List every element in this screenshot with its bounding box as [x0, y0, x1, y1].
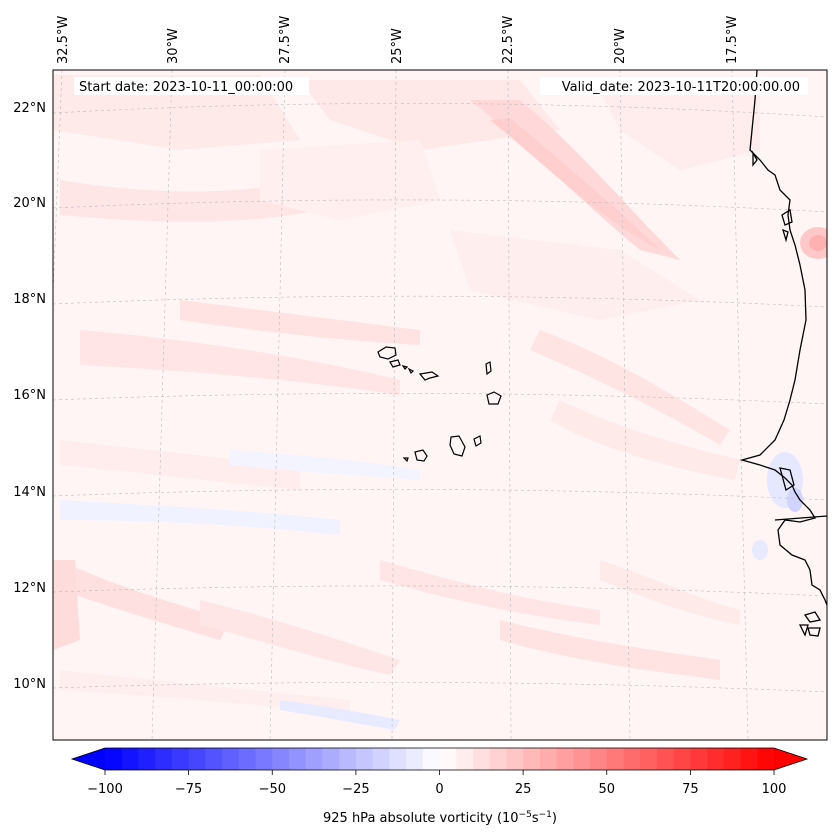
lon-label-27-5w: 27.5°W: [278, 16, 293, 64]
colorbar-cell: [255, 748, 273, 770]
vorticity-field: [53, 75, 827, 730]
colorbar-tick-label: 75: [682, 782, 699, 797]
colorbar-cell: [506, 748, 524, 770]
colorbar-cell: [606, 748, 625, 770]
lat-label-22n: 22°N: [13, 101, 46, 116]
colorbar-cell: [222, 748, 240, 770]
colorbar-cell: [372, 748, 390, 770]
valid-date-box: [540, 77, 808, 95]
lat-label-14n: 14°N: [13, 485, 46, 500]
colorbar-ticks: [104, 770, 775, 775]
start-date-text: Start date: 2023-10-11_00:00:00: [79, 80, 293, 95]
valid-date-text: Valid_date: 2023-10-11T20:00:00.00: [562, 80, 800, 95]
colorbar-cell: [171, 748, 190, 770]
lon-label-25w: 25°W: [390, 28, 405, 64]
colorbar-cell: [322, 748, 340, 770]
colorbar-cell: [456, 748, 474, 770]
colorbar-cell: [121, 748, 140, 770]
longitude-labels: 32.5°W 30°W 27.5°W 25°W 22.5°W 20°W 17.5…: [56, 16, 740, 64]
graticule: [53, 70, 827, 740]
african-coastline: [739, 69, 828, 637]
colorbar-cell: [406, 748, 424, 770]
colorbar-cell: [105, 748, 123, 770]
colorbar-cell: [389, 748, 407, 770]
colorbar-cell: [656, 748, 675, 770]
cape-verde-islands: [377, 346, 502, 463]
map-panel[interactable]: Start date: 2023-10-11_00:00:00 Valid_da…: [35, 69, 836, 741]
colorbar-tick-label: 50: [599, 782, 616, 797]
colorbar-tick-label: 0: [435, 782, 443, 797]
map-background: [53, 70, 827, 740]
colorbar-cell: [523, 748, 541, 770]
colorbar-cell: [623, 748, 641, 770]
colorbar-tick-label: −25: [342, 782, 369, 797]
colorbar-tick-label: −75: [175, 782, 202, 797]
colorbar-cell: [355, 748, 374, 770]
colorbar-high-extend: [774, 748, 807, 770]
colorbar-cell: [573, 748, 591, 770]
colorbar-cell: [723, 748, 742, 770]
lon-label-17-5w: 17.5°W: [725, 16, 740, 64]
colorbar-tick-label: −100: [87, 782, 123, 797]
colorbar-cell: [272, 748, 290, 770]
colorbar-cell: [673, 748, 691, 770]
colorbar-cell: [439, 748, 457, 770]
lat-label-20n: 20°N: [13, 196, 46, 211]
colorbar-cell: [288, 748, 307, 770]
colorbar-tick-labels: −100 −75 −50 −25 0 25 50 75 100: [87, 782, 786, 797]
colorbar-tick-label: 25: [515, 782, 532, 797]
colorbar-cells: [105, 748, 775, 770]
colorbar-cell: [556, 748, 574, 770]
colorbar-tick-label: 100: [762, 782, 787, 797]
lon-label-30w: 30°W: [166, 28, 181, 64]
lat-label-18n: 18°N: [13, 292, 46, 307]
colorbar-cell: [155, 748, 173, 770]
colorbar-low-extend: [72, 748, 105, 770]
colorbar-cell: [422, 748, 441, 770]
lon-label-20w: 20°W: [613, 28, 628, 64]
colorbar-cell: [205, 748, 223, 770]
colorbar-cell: [339, 748, 357, 770]
colorbar: −100 −75 −50 −25 0 25 50 75 100 925 hPa …: [70, 747, 809, 826]
colorbar-cell: [740, 748, 758, 770]
colorbar-cell: [539, 748, 558, 770]
colorbar-cell: [690, 748, 708, 770]
lon-label-32-5w: 32.5°W: [56, 16, 71, 64]
colorbar-label: 925 hPa absolute vorticity (10−5s−1): [323, 810, 557, 826]
lon-label-22-5w: 22.5°W: [501, 16, 516, 64]
lat-label-10n: 10°N: [13, 677, 46, 692]
colorbar-cell: [707, 748, 725, 770]
latitude-labels: 22°N 20°N 18°N 16°N 14°N 12°N 10°N: [13, 101, 46, 692]
colorbar-cell: [640, 748, 658, 770]
colorbar-cell: [590, 748, 608, 770]
lat-label-16n: 16°N: [13, 388, 46, 403]
colorbar-cell: [238, 748, 257, 770]
colorbar-cell: [489, 748, 508, 770]
colorbar-cell: [305, 748, 324, 770]
start-date-box: [74, 77, 309, 95]
map-frame: [52, 69, 828, 741]
colorbar-tick-label: −50: [259, 782, 286, 797]
colorbar-cell: [757, 748, 775, 770]
lat-label-12n: 12°N: [13, 581, 46, 596]
colorbar-cell: [472, 748, 491, 770]
colorbar-cell: [138, 748, 156, 770]
colorbar-cell: [188, 748, 206, 770]
